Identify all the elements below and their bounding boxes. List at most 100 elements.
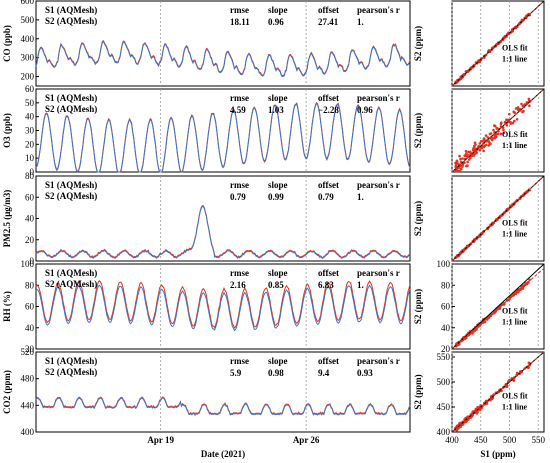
y-tick-label: 60 — [25, 192, 35, 202]
y-tick-label: 480 — [21, 374, 35, 384]
scatter-point — [474, 407, 478, 411]
scatter-y-tick-label: 400 — [437, 427, 451, 437]
scatter-x-axis-label: S1 (ppm) — [480, 449, 515, 459]
series-s2-line — [35, 41, 411, 78]
y-tick-label: 30 — [25, 126, 35, 136]
scatter-y-tick-label: 40 — [441, 323, 451, 333]
scatter-point — [482, 138, 486, 141]
legend-s1: S1 (AQMesh) — [45, 93, 97, 103]
scatter-point — [456, 169, 459, 173]
stats-value: 0.93 — [357, 368, 373, 378]
y-axis-label: RH (%) — [2, 291, 12, 322]
scatter-point — [496, 132, 500, 136]
scatter-x-tick-label: 450 — [474, 435, 488, 445]
scatter-point — [511, 121, 515, 125]
stats-header: rmse — [230, 356, 249, 366]
stats-header: offset — [318, 268, 339, 278]
y-tick-label: 40 — [25, 214, 35, 224]
stats-value: 27.41 — [318, 17, 339, 27]
y-tick-label: 10 — [25, 153, 35, 163]
stats-value: 0.99 — [268, 192, 284, 202]
scatter-point — [492, 128, 495, 132]
stats-header: offset — [318, 5, 339, 15]
stats-value: 0.96 — [268, 17, 284, 27]
stats-header: offset — [318, 180, 339, 190]
panel-3: 0 20 40 60 80 PM2.5 (μg/m3) S1 (AQMesh)S2 (AQM… — [2, 171, 545, 266]
stats-value: 4.59 — [230, 105, 246, 115]
stats-value: 0.96 — [357, 105, 373, 115]
legend-s2: S2 (AQMesh) — [45, 191, 97, 201]
stats-header: rmse — [230, 268, 249, 278]
ols-fit-label: OLS fit — [502, 130, 528, 139]
legend-s1: S1 (AQMesh) — [45, 356, 97, 366]
y-axis-label: O3 (ppb) — [2, 113, 12, 148]
scatter-point — [459, 425, 462, 429]
scatter-point — [466, 160, 469, 164]
scatter-point — [502, 131, 506, 135]
stats-value: 18.11 — [230, 17, 250, 27]
stats-value: 0.79 — [318, 192, 334, 202]
stats-value: 0.85 — [268, 280, 284, 290]
y-tick-label: 50 — [25, 98, 35, 108]
legend-s2: S2 (AQMesh) — [45, 367, 97, 377]
series-s2-line — [35, 102, 411, 173]
stats-header: pearson's r — [357, 268, 400, 278]
scatter-x-tick-label: 500 — [503, 435, 517, 445]
stats-header: pearson's r — [357, 356, 400, 366]
y-axis-label: CO2 (ppm) — [2, 370, 12, 414]
scatter-point — [513, 111, 516, 114]
scatter-y-tick-label: 450 — [437, 402, 451, 412]
ols-fit-line — [451, 267, 545, 350]
timeseries-frame — [35, 0, 411, 87]
scatter-point — [494, 135, 498, 139]
stats-value: 1. — [357, 17, 364, 27]
scatter-point — [478, 408, 482, 412]
scatter-point — [524, 282, 527, 285]
identity-line-label: 1:1 line — [502, 229, 528, 238]
ols-fit-line — [451, 0, 545, 87]
ols-fit-line — [451, 175, 545, 262]
scatter-point — [499, 132, 503, 136]
scatter-point — [508, 112, 511, 116]
scatter-y-label: S2 (ppm) — [413, 289, 423, 324]
stats-value: 1.03 — [268, 105, 284, 115]
y-tick-label: 40 — [25, 323, 35, 333]
panel-1: 200 300 400 500 600 CO (ppb) S1 (AQMesh)S2 (AQ… — [2, 0, 545, 87]
legend-s1: S1 (AQMesh) — [45, 268, 97, 278]
scatter-point — [484, 143, 488, 147]
scatter-point — [520, 285, 523, 288]
identity-line-label: 1:1 line — [502, 402, 528, 411]
scatter-point — [515, 118, 519, 121]
y-tick-label: 0 — [30, 256, 35, 266]
identity-line-label: 1:1 line — [502, 54, 528, 63]
y-tick-label: 400 — [21, 34, 35, 44]
scatter-y-tick-label: 550 — [437, 352, 451, 362]
scatter-point — [469, 416, 472, 420]
scatter-point — [493, 124, 496, 127]
y-tick-label: 60 — [25, 84, 35, 94]
scatter-point — [460, 168, 463, 171]
scatter-point — [466, 164, 469, 167]
ols-fit-label: OLS fit — [502, 391, 528, 400]
scatter-x-tick-label: 550 — [532, 435, 546, 445]
scatter-point — [484, 134, 488, 137]
scatter-point — [478, 142, 482, 145]
series-s1-line — [35, 396, 411, 416]
scatter-point — [495, 127, 499, 130]
ols-fit-line — [451, 88, 545, 173]
ols-fit-label: OLS fit — [502, 218, 528, 227]
stats-header: rmse — [230, 180, 249, 190]
stats-value: 1. — [357, 192, 364, 202]
stats-header: offset — [318, 93, 339, 103]
timeseries-frame — [35, 175, 411, 262]
scatter-y-tick-label: 20 — [441, 344, 451, 354]
y-tick-label: 440 — [21, 400, 35, 410]
y-tick-label: 40 — [25, 112, 35, 122]
time-tick-label: Apr 26 — [293, 435, 320, 445]
scatter-point — [481, 139, 484, 143]
y-tick-label: 300 — [21, 53, 35, 63]
stats-value: 0.98 — [268, 368, 284, 378]
scatter-point — [482, 149, 486, 153]
stats-value: −2.28 — [318, 105, 339, 115]
